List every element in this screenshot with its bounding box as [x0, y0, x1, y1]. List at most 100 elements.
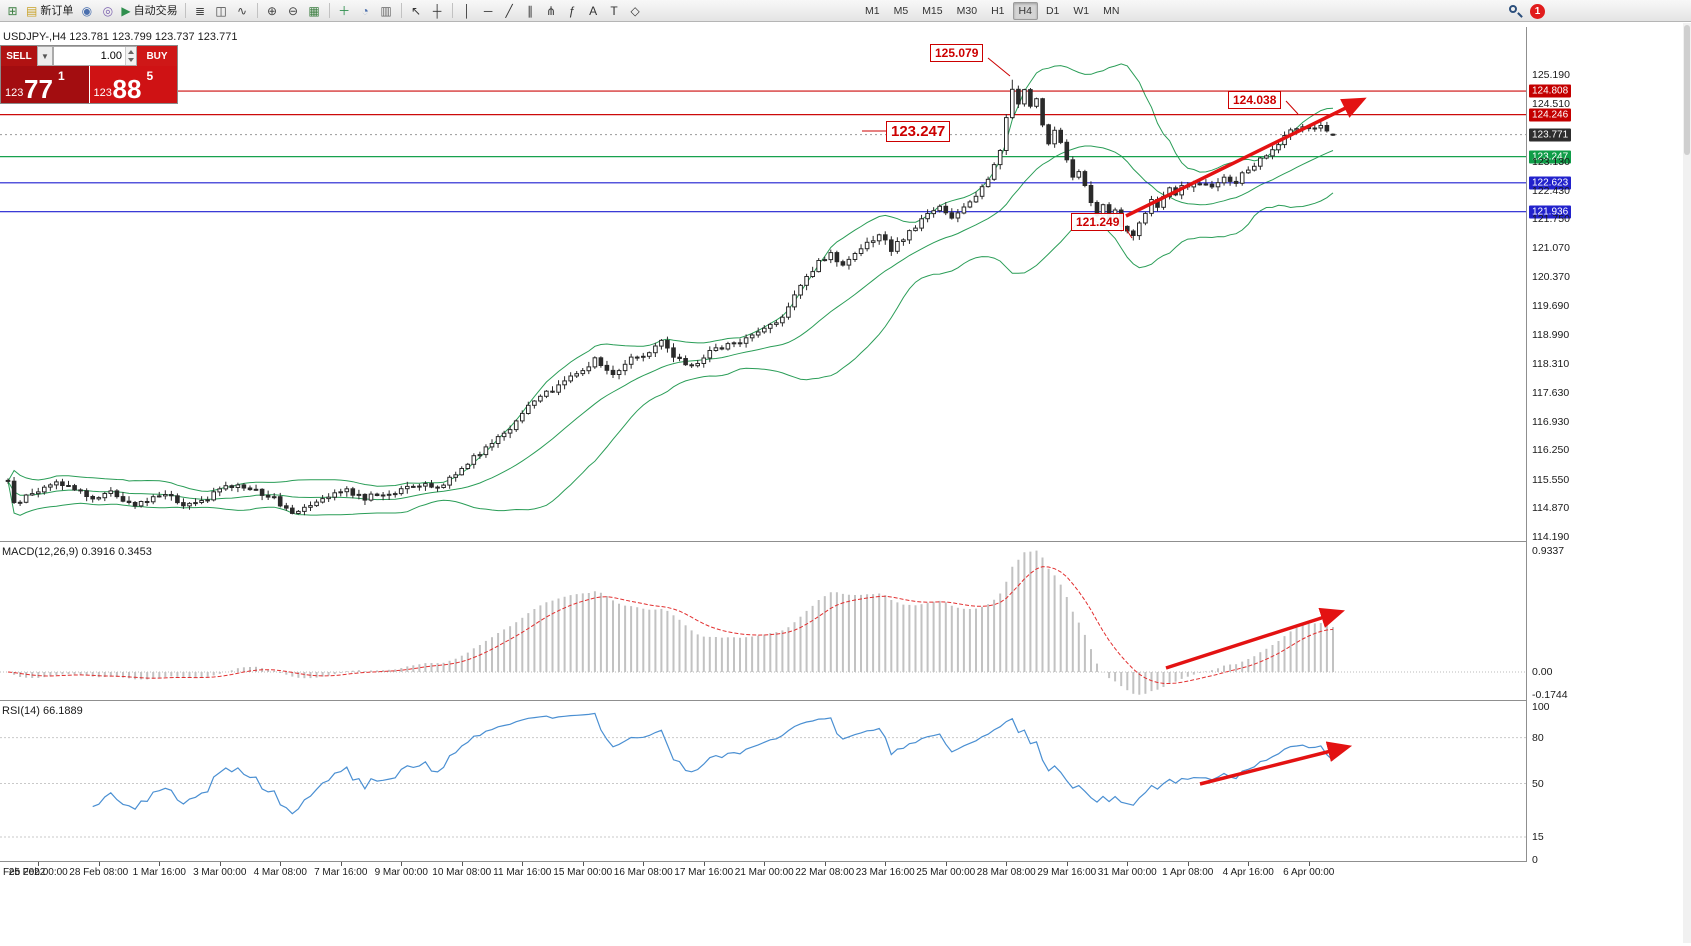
timeframe-m15[interactable]: M15: [922, 5, 943, 17]
time-axis-label: 25 Feb 00:00: [8, 867, 68, 878]
line-chart-type-icon[interactable]: ∿: [237, 3, 248, 18]
time-axis: Feb 2022 25 Feb 00:00 28 Feb 08:00 1 Mar 16…: [0, 862, 1527, 880]
new-chart-icon[interactable]: ⊞: [7, 3, 18, 18]
tile-windows-icon[interactable]: ▦: [308, 3, 320, 18]
timeframe-m5[interactable]: M5: [893, 5, 909, 17]
sell-price-main: 77: [24, 74, 53, 104]
time-tick: [219, 862, 221, 866]
rsi-panel-separator[interactable]: [0, 700, 1527, 701]
text-icon[interactable]: A: [589, 3, 598, 18]
rsi-axis-label: 80: [1532, 731, 1544, 744]
toolbar-separator: [451, 3, 453, 18]
price-axis-label: 118.990: [1532, 329, 1570, 342]
horizontal-line-icon[interactable]: ─: [483, 3, 493, 18]
timeframe-m30[interactable]: M30: [956, 5, 978, 17]
time-axis-label: 9 Mar 00:00: [374, 867, 428, 878]
timeframe-m1[interactable]: M1: [865, 5, 880, 17]
label-icon[interactable]: T: [610, 3, 618, 18]
time-tick: [461, 862, 463, 866]
price-axis-label: 114.190: [1532, 531, 1570, 543]
notification-badge[interactable]: 1: [1530, 3, 1545, 19]
crosshair-icon[interactable]: ┼: [432, 3, 442, 18]
time-axis-label: 29 Mar 16:00: [1037, 867, 1097, 878]
candlestick-type-icon[interactable]: ◫: [215, 3, 227, 18]
bar-chart-type-icon[interactable]: ≣: [195, 3, 206, 18]
time-tick: [643, 862, 645, 866]
time-axis-label: 28 Mar 08:00: [976, 867, 1036, 878]
trendline-icon[interactable]: ╱: [505, 3, 513, 18]
time-axis-label: 1 Apr 08:00: [1162, 867, 1214, 878]
search-icon[interactable]: [1508, 4, 1523, 19]
timeframe-h1[interactable]: H1: [991, 5, 1005, 17]
toolbar-separator: [328, 3, 330, 18]
time-tick: [98, 862, 100, 866]
sell-price-display[interactable]: 123 77 1: [1, 66, 90, 103]
time-axis-label: Feb 2022: [3, 867, 46, 878]
time-tick: [340, 862, 342, 866]
macd-panel-separator[interactable]: [0, 541, 1527, 542]
price-level-tag: 124.808: [1529, 84, 1572, 98]
channel-icon[interactable]: ∥: [527, 3, 534, 18]
buy-price-display[interactable]: 123 88 5: [89, 66, 177, 103]
pitchfork-icon[interactable]: ⋔: [546, 3, 557, 18]
price-axis-label: 121.750: [1532, 213, 1570, 226]
time-tick: [1066, 862, 1068, 866]
cursor-icon[interactable]: ↖: [411, 3, 422, 18]
vertical-line-icon[interactable]: │: [463, 3, 471, 18]
price-axis-label: 119.690: [1532, 300, 1570, 312]
autotrade-icon: ▶: [121, 3, 131, 18]
volume-increase-button[interactable]: [126, 47, 136, 56]
templates-icon[interactable]: ▥: [380, 3, 392, 18]
timeframe-h4[interactable]: H4: [1012, 2, 1038, 20]
low-price-label[interactable]: 121.249: [1071, 213, 1125, 231]
time-tick: [1187, 862, 1189, 866]
toolbar-icon-groups: ⊞ ▤ 新订单 ◉ ◎ ▶ 自动交易 ≣ ◫ ∿ ⊕ ⊖ ▦ ＋ ◔ ▥ ↖ ┼ │ ─ ╱ ∥ ⋔ ƒ A T ◇: [0, 0, 646, 22]
price-axis-label: 122.430: [1532, 184, 1570, 197]
price-level-tag: 122.623: [1529, 176, 1572, 190]
price-axis-label: 116.250: [1532, 444, 1570, 457]
price-axis-label: 121.070: [1532, 242, 1570, 255]
indicators-icon[interactable]: ＋: [338, 3, 351, 18]
autotrade-button[interactable]: ▶ 自动交易: [119, 2, 179, 20]
volume-input[interactable]: [54, 47, 125, 65]
macd-axis-label: 0.00: [1532, 666, 1553, 678]
toolbar-separator: [400, 3, 402, 18]
timeframe-mn[interactable]: MN: [1103, 5, 1120, 17]
time-tick: [1248, 862, 1250, 866]
community-icon[interactable]: ◎: [102, 3, 114, 18]
shapes-icon[interactable]: ◇: [630, 3, 640, 18]
buy-button[interactable]: BUY: [137, 46, 177, 66]
zoom-out-icon[interactable]: ⊖: [288, 3, 299, 18]
timeframe-w1[interactable]: W1: [1073, 5, 1090, 17]
volume-decrease-button[interactable]: [126, 56, 136, 65]
price-axis-label: 118.310: [1532, 357, 1570, 370]
chart-canvas[interactable]: [0, 27, 1527, 880]
price-axis-label: 114.870: [1532, 502, 1570, 515]
time-tick: [159, 862, 161, 866]
macd-label: MACD(12,26,9) 0.3916 0.3453: [2, 546, 152, 558]
zoom-in-icon[interactable]: ⊕: [267, 3, 278, 18]
sell-button[interactable]: SELL: [1, 46, 37, 66]
toolbar-right: 1: [1508, 0, 1545, 22]
timeframe-d1[interactable]: D1: [1045, 5, 1060, 17]
time-tick: [703, 862, 705, 866]
time-tick: [885, 862, 887, 866]
time-tick: [1308, 862, 1310, 866]
vertical-scrollbar[interactable]: [1683, 23, 1691, 943]
breakout-price-label[interactable]: 124.038: [1228, 91, 1282, 109]
fibonacci-icon[interactable]: ƒ: [568, 3, 576, 18]
time-tick: [824, 862, 826, 866]
experts-icon[interactable]: ◉: [81, 3, 93, 18]
new-order-button[interactable]: ▤ 新订单: [24, 2, 75, 20]
order-options-dropdown[interactable]: ▼: [37, 46, 53, 66]
peak-price-label[interactable]: 125.079: [930, 44, 984, 62]
symbol-ohlc-info: USDJPY-,H4 123.781 123.799 123.737 123.7…: [3, 31, 238, 43]
macd-axis-label: -0.1744: [1532, 688, 1568, 701]
rsi-axis-label: 0: [1532, 854, 1538, 866]
scrollbar-thumb[interactable]: [1684, 25, 1690, 155]
resistance-price-label[interactable]: 123.247: [886, 121, 951, 142]
time-tick: [582, 862, 584, 866]
time-axis-label: 25 Mar 00:00: [916, 867, 976, 878]
price-axis-label: 116.930: [1532, 415, 1570, 428]
periods-icon[interactable]: ◔: [361, 3, 369, 18]
